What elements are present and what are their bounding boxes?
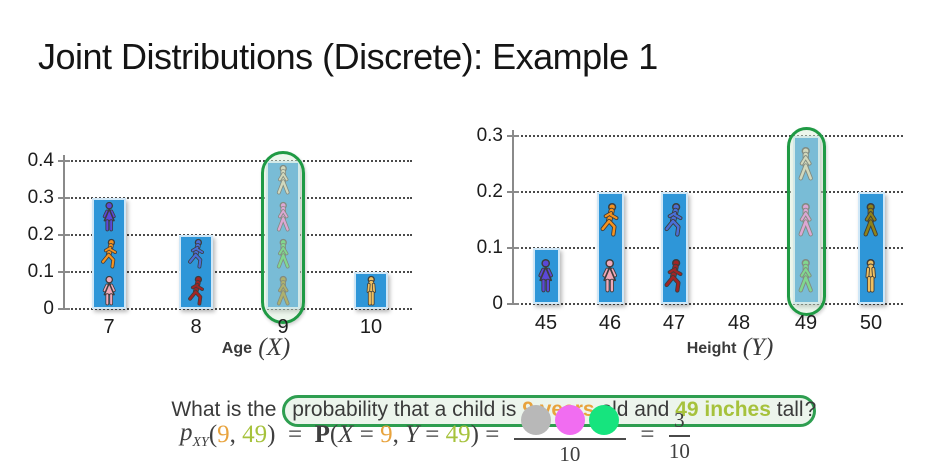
age-value: 9 — [217, 421, 230, 448]
y-tick-label: 0.1 — [476, 237, 503, 258]
age-value: 9 — [380, 421, 393, 448]
pmf-p: p — [180, 419, 193, 446]
comma: , — [229, 421, 243, 448]
olive-walker-icon — [858, 202, 883, 238]
gridline — [513, 247, 903, 249]
pink-girl-icon — [597, 258, 622, 294]
magenta-child-circle — [554, 404, 585, 435]
y-variable: Y — [405, 421, 420, 448]
gridline — [64, 271, 412, 273]
x-tick-label: 45 — [534, 312, 558, 334]
x-tick-label: 50 — [859, 312, 883, 334]
axis-variable: (X) — [252, 334, 291, 361]
axis-tick — [507, 303, 519, 305]
blue-runner-icon — [185, 238, 207, 270]
child-circles — [513, 404, 626, 440]
paren: ( — [329, 421, 339, 448]
x-axis-title: Height (Y) — [640, 334, 820, 362]
pmf-subscript: XY — [192, 435, 209, 450]
question-boxed-text: probability that a child is — [292, 398, 523, 421]
y-tick-label: 0.4 — [27, 150, 54, 171]
yellow-man-icon — [360, 275, 382, 307]
pmf-symbol: pXY — [180, 419, 209, 451]
equals-sign: = — [353, 421, 381, 448]
probability-operator: P — [314, 421, 330, 448]
purple-woman-icon — [533, 258, 558, 294]
y-tick-label: 0.3 — [27, 187, 54, 208]
y-tick-label: 0.2 — [27, 224, 54, 245]
result-numerator: 3 — [674, 407, 685, 432]
x-axis-title: Age (X) — [166, 334, 346, 362]
equals-sign: = — [627, 421, 667, 448]
x-tick-label: 46 — [598, 312, 622, 334]
y-tick-label: 0.1 — [27, 261, 54, 282]
red-runner-icon — [661, 258, 686, 294]
result-denominator: 10 — [668, 438, 690, 463]
y-tick-label: 0 — [43, 298, 54, 319]
equals-sign: = — [419, 421, 446, 448]
gridline — [64, 308, 412, 310]
axis-label: Height — [686, 340, 737, 357]
y-tick-label: 0.2 — [476, 181, 503, 202]
gridline — [64, 160, 412, 162]
x-tick-label: 8 — [190, 316, 202, 338]
joint-pmf-formula: pXY(9, 49) = P(X = 9, Y = 49) = 10 = 3 10 — [180, 404, 692, 466]
x-variable: X — [338, 421, 354, 448]
height-highlight: 49 inches — [675, 398, 771, 421]
orange-runner-icon — [597, 202, 622, 238]
paren: ) — [267, 421, 276, 448]
height-value: 49 — [242, 421, 268, 448]
axis-label: Age — [221, 340, 253, 357]
highlight-oval — [786, 127, 826, 316]
x-tick-label: 48 — [727, 312, 751, 334]
gridline — [64, 197, 412, 199]
orange-runner-icon — [98, 238, 120, 270]
equals-sign: = — [275, 421, 315, 448]
paren: ) = — [470, 421, 512, 448]
question-boxed-tail: tall — [770, 398, 804, 421]
gridline — [513, 135, 903, 137]
blue-runner-icon — [661, 202, 686, 238]
x-tick-label: 7 — [103, 316, 115, 338]
yellow-man-icon — [858, 258, 883, 294]
highlight-oval — [261, 151, 305, 324]
bar-8 — [179, 235, 213, 309]
gridline — [513, 303, 903, 305]
y-tick-label: 0.3 — [476, 125, 503, 146]
question-prefix: What is the — [171, 398, 283, 421]
paren: ( — [208, 421, 218, 448]
denominator-total: 10 — [559, 441, 581, 466]
x-tick-label: 49 — [794, 312, 818, 334]
height-value: 49 — [445, 421, 471, 448]
gray-child-circle — [520, 404, 551, 435]
purple-woman-icon — [98, 201, 120, 233]
question-mark: ? — [804, 398, 817, 421]
axis-tick — [58, 308, 70, 310]
x-tick-label: 10 — [359, 316, 383, 338]
y-axis — [512, 130, 514, 304]
gridline — [513, 191, 903, 193]
x-tick-label: 9 — [277, 316, 289, 338]
axis-variable: (Y) — [736, 334, 774, 361]
y-axis — [63, 155, 65, 309]
gridline — [64, 234, 412, 236]
green-child-circle — [588, 404, 619, 435]
y-tick-label: 0 — [492, 293, 503, 314]
red-runner-icon — [185, 275, 207, 307]
pink-girl-icon — [98, 275, 120, 307]
count-fraction: 10 — [513, 404, 626, 466]
page-title: Joint Distributions (Discrete): Example … — [38, 36, 658, 77]
comma: , — [392, 421, 406, 448]
result-fraction: 3 10 — [669, 408, 690, 463]
x-tick-label: 47 — [662, 312, 686, 334]
